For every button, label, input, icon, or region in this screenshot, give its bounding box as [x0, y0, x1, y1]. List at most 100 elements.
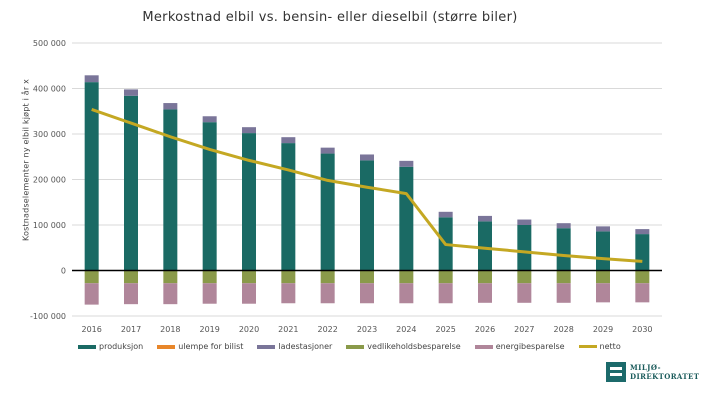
- bar-produksjon-2023: [360, 160, 374, 271]
- x-tick-label: 2030: [632, 325, 652, 334]
- bar-vedlikeholdsbesparelse-2024: [399, 270, 414, 284]
- chart-legend: produksjon ulempe for bilist ladestasjoner…: [78, 342, 635, 351]
- bar-vedlikeholdsbesparelse-2026: [478, 270, 492, 284]
- netto-line: [91, 108, 643, 263]
- bar-energibesparelse-2022: [320, 283, 335, 304]
- bar-ladestasjoner-2025: [438, 211, 453, 218]
- y-tick-label: 500 000: [33, 39, 66, 48]
- x-tick-label: 2017: [121, 325, 141, 334]
- miljodirektoratet-logo: MILJØ- DIREKTORATET: [606, 362, 699, 382]
- logo-icon: [606, 362, 626, 382]
- legend-swatch: [257, 344, 276, 349]
- bar-vedlikeholdsbesparelse-2016: [84, 270, 99, 284]
- bar-ladestasjoner-2027: [517, 219, 532, 225]
- bar-vedlikeholdsbesparelse-2022: [320, 270, 335, 284]
- bar-ladestasjoner-2024: [399, 160, 414, 167]
- bar-energibesparelse-2021: [281, 283, 296, 304]
- bar-energibesparelse-2024: [399, 283, 414, 304]
- x-tick-label: 2026: [475, 325, 495, 334]
- x-tick-label: 2020: [239, 325, 259, 334]
- bar-produksjon-2017: [124, 95, 138, 271]
- y-tick-label: 200 000: [33, 176, 66, 185]
- x-tick-label: 2024: [396, 325, 416, 334]
- legend-item-ulempe-for-bilist: ulempe for bilist: [157, 342, 243, 351]
- legend-label: netto: [599, 342, 621, 351]
- bar-vedlikeholdsbesparelse-2021: [281, 270, 296, 284]
- y-tick-label: 400 000: [33, 85, 66, 94]
- bar-produksjon-2019: [202, 122, 217, 271]
- bar-vedlikeholdsbesparelse-2025: [438, 270, 453, 284]
- x-tick-label: 2027: [514, 325, 534, 334]
- legend-item-produksjon: produksjon: [78, 342, 143, 351]
- chart-plot: 500 000 400 000 300 000 200 000 100 000 0 -100…: [30, 39, 662, 334]
- bar-vedlikeholdsbesparelse-2017: [124, 270, 138, 284]
- bar-energibesparelse-2018: [163, 283, 178, 305]
- legend-item-ladestasjoner: ladestasjoner: [257, 342, 332, 351]
- bar-produksjon-2022: [320, 153, 335, 271]
- legend-swatch: [157, 344, 176, 349]
- bar-ladestasjoner-2019: [202, 116, 217, 123]
- bar-produksjon-2030: [635, 234, 650, 271]
- bar-ladestasjoner-2022: [320, 147, 335, 154]
- legend-swatch: [474, 344, 493, 349]
- bar-ladestasjoner-2016: [84, 75, 99, 83]
- legend-label: produksjon: [99, 342, 144, 351]
- bar-vedlikeholdsbesparelse-2020: [242, 270, 256, 284]
- x-tick-label: 2019: [199, 325, 219, 334]
- bar-ladestasjoner-2028: [556, 223, 571, 229]
- bar-energibesparelse-2020: [242, 283, 256, 304]
- bar-vedlikeholdsbesparelse-2030: [635, 270, 650, 284]
- y-tick-label: 0: [61, 267, 66, 276]
- chart-title: Merkostnad elbil vs. bensin- eller diese…: [142, 10, 518, 25]
- bar-energibesparelse-2027: [517, 283, 532, 303]
- legend-label: ladestasjoner: [278, 342, 333, 351]
- x-tick-label: 2028: [553, 325, 573, 334]
- bar-ladestasjoner-2017: [124, 89, 138, 96]
- legend-swatch: [346, 344, 365, 349]
- bar-produksjon-2020: [242, 133, 256, 271]
- bar-produksjon-2026: [478, 221, 492, 271]
- bar-vedlikeholdsbesparelse-2018: [163, 270, 178, 284]
- bar-ladestasjoner-2030: [635, 229, 650, 235]
- y-tick-label: 300 000: [33, 130, 66, 139]
- bar-produksjon-2021: [281, 143, 296, 271]
- bar-produksjon-2016: [84, 82, 99, 271]
- legend-item-vedlikeholdsbesparelse: vedlikeholdsbesparelse: [346, 342, 461, 351]
- bar-produksjon-2027: [517, 225, 532, 271]
- bar-vedlikeholdsbesparelse-2027: [517, 270, 532, 284]
- x-tick-label: 2021: [278, 325, 298, 334]
- y-tick-label: 100 000: [33, 221, 66, 230]
- bar-produksjon-2018: [163, 109, 178, 271]
- bar-energibesparelse-2019: [202, 283, 217, 304]
- bar-ladestasjoner-2018: [163, 103, 178, 110]
- bar-produksjon-2029: [596, 231, 610, 271]
- legend-item-energibesparelse: energibesparelse: [474, 342, 565, 351]
- bar-vedlikeholdsbesparelse-2023: [360, 270, 374, 284]
- bar-energibesparelse-2026: [478, 283, 492, 303]
- bar-ladestasjoner-2023: [360, 154, 374, 161]
- x-tick-label: 2016: [81, 325, 101, 334]
- bar-energibesparelse-2017: [124, 283, 138, 305]
- bar-produksjon-2024: [399, 166, 414, 271]
- bar-ladestasjoner-2020: [242, 127, 256, 134]
- logo-line-1: MILJØ-: [630, 363, 661, 372]
- x-tick-label: 2022: [317, 325, 337, 334]
- x-tick-label: 2018: [160, 325, 180, 334]
- bar-vedlikeholdsbesparelse-2029: [596, 270, 610, 284]
- x-tick-label: 2023: [357, 325, 377, 334]
- legend-label: ulempe for bilist: [178, 342, 244, 351]
- bar-energibesparelse-2016: [84, 283, 99, 305]
- bar-energibesparelse-2028: [556, 283, 571, 303]
- x-tick-label: 2029: [593, 325, 613, 334]
- bar-energibesparelse-2023: [360, 283, 374, 304]
- bar-ladestasjoner-2029: [596, 226, 610, 232]
- bar-vedlikeholdsbesparelse-2019: [202, 270, 217, 284]
- logo-line-2: DIREKTORATET: [630, 372, 700, 381]
- x-tick-label: 2025: [435, 325, 455, 334]
- legend-label: vedlikeholdsbesparelse: [367, 342, 461, 351]
- bar-energibesparelse-2025: [438, 283, 453, 304]
- bar-energibesparelse-2030: [635, 283, 650, 303]
- bar-vedlikeholdsbesparelse-2028: [556, 270, 571, 284]
- legend-swatch: [78, 344, 96, 349]
- legend-item-netto: netto: [578, 342, 621, 351]
